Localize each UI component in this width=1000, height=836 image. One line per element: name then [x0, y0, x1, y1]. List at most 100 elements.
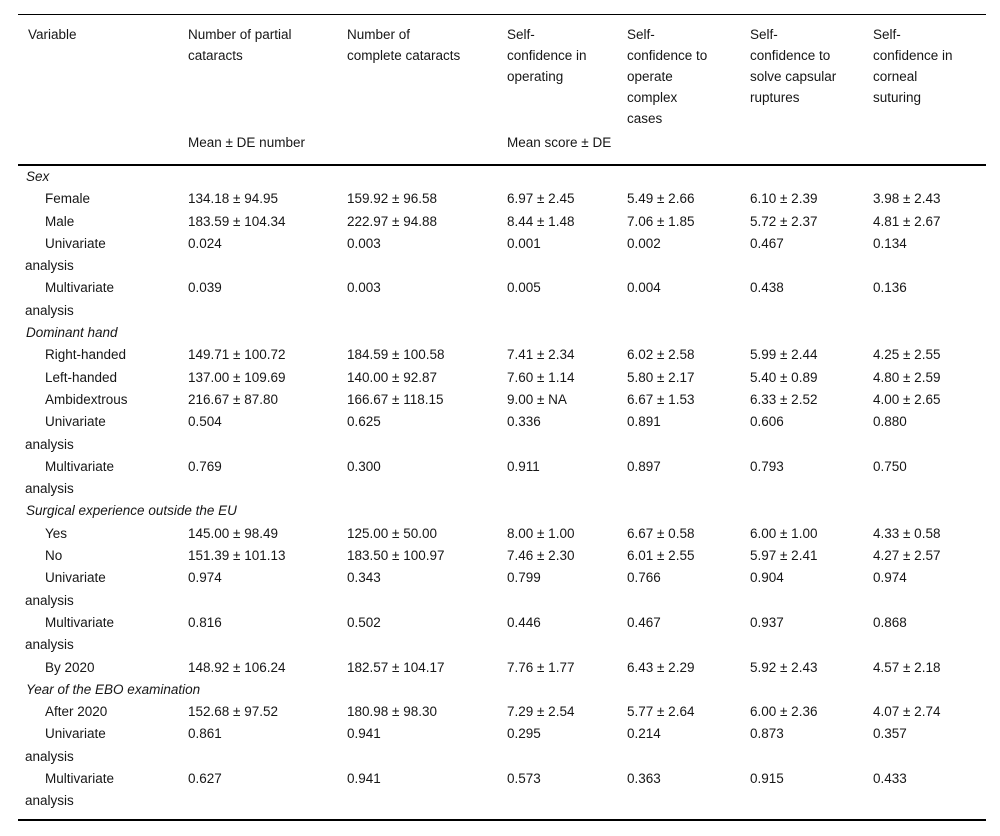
cell-value: 0.003	[347, 235, 381, 251]
cell-value: 0.606	[750, 414, 784, 430]
cell-value: 5.72 ± 2.37	[750, 213, 818, 229]
cell-value: 0.799	[507, 570, 541, 586]
row-label: No	[45, 548, 63, 564]
cell-value: 152.68 ± 97.52	[188, 704, 278, 720]
subheader-spacer	[18, 129, 188, 166]
cell-value: 0.357	[873, 726, 907, 742]
cell-value: 0.295	[507, 726, 541, 742]
cell-value: 0.136	[873, 280, 907, 296]
cell-value: 9.00 ± NA	[507, 391, 567, 407]
cell-value: 0.769	[188, 458, 222, 474]
cell-value: 7.41 ± 2.34	[507, 347, 575, 363]
cell-value: 4.57 ± 2.18	[873, 659, 941, 675]
cell-value: 0.974	[188, 570, 222, 586]
stats-table: Variable Number of partial cataracts Numbe…	[18, 14, 986, 821]
subheader-mean-number: Mean ± DE number	[188, 129, 507, 166]
column-header-5: Self- confidence to solve capsular ruptu…	[750, 27, 837, 105]
table-row: Univariate analysis 0.024 0.003 0.001 0.002 0…	[18, 233, 986, 278]
cell-value: 5.49 ± 2.66	[627, 191, 695, 207]
row-label: Multivariate analysis	[25, 614, 115, 653]
section-row: Sex	[18, 165, 986, 188]
cell-value: 0.039	[188, 280, 222, 296]
cell-value: 0.897	[627, 458, 661, 474]
cell-value: 6.00 ± 2.36	[750, 704, 818, 720]
row-label: By 2020	[45, 659, 95, 675]
cell-value: 4.00 ± 2.65	[873, 391, 941, 407]
cell-value: 0.625	[347, 414, 381, 430]
table-row: Left-handed 137.00 ± 109.69 140.00 ± 92.87…	[18, 367, 986, 389]
cell-value: 180.98 ± 98.30	[347, 704, 437, 720]
cell-value: 5.99 ± 2.44	[750, 347, 818, 363]
cell-value: 0.004	[627, 280, 661, 296]
column-header-4: Self- confidence to operate complex case…	[627, 27, 708, 126]
cell-value: 0.941	[347, 726, 381, 742]
cell-value: 184.59 ± 100.58	[347, 347, 445, 363]
cell-value: 0.880	[873, 414, 907, 430]
cell-value: 7.60 ± 1.14	[507, 369, 575, 385]
row-label: After 2020	[45, 704, 108, 720]
section-row: Year of the EBO examination	[18, 679, 986, 701]
table-row: Multivariate analysis 0.627 0.941 0.573 0.36…	[18, 768, 986, 820]
table-row: Ambidextrous 216.67 ± 87.80 166.67 ± 118.1…	[18, 389, 986, 411]
cell-value: 6.01 ± 2.55	[627, 548, 695, 564]
cell-value: 137.00 ± 109.69	[188, 369, 286, 385]
row-label: Male	[45, 213, 75, 229]
column-header-2: Number of complete cataracts	[347, 27, 461, 63]
row-label: Univariate analysis	[25, 726, 106, 764]
cell-value: 0.793	[750, 458, 784, 474]
cell-value: 0.433	[873, 771, 907, 787]
cell-value: 134.18 ± 94.95	[188, 191, 278, 207]
cell-value: 0.891	[627, 414, 661, 430]
table-row: Male 183.59 ± 104.34 222.97 ± 94.88 8.44 ± …	[18, 211, 986, 233]
cell-value: 0.915	[750, 771, 784, 787]
table-row: Right-handed 149.71 ± 100.72 184.59 ± 100.…	[18, 344, 986, 366]
cell-value: 0.446	[507, 614, 541, 630]
cell-value: 0.024	[188, 235, 222, 251]
table-row: No 151.39 ± 101.13 183.50 ± 100.97 7.46 ± 2…	[18, 545, 986, 567]
subheader-row: Mean ± DE number Mean score ± DE	[18, 129, 986, 166]
cell-value: 0.300	[347, 458, 381, 474]
cell-value: 0.504	[188, 414, 222, 430]
row-label: Multivariate analysis	[25, 771, 115, 809]
header-row: Variable Number of partial cataracts Numbe…	[18, 15, 986, 130]
cell-value: 0.002	[627, 235, 661, 251]
cell-value: 5.80 ± 2.17	[627, 369, 695, 385]
cell-value: 0.750	[873, 458, 907, 474]
section-title: Surgical experience outside the EU	[26, 503, 237, 519]
section-title: Dominant hand	[26, 325, 118, 341]
table-body: Sex Female 134.18 ± 94.95 159.92 ± 96.58 6.9…	[18, 165, 986, 820]
cell-value: 7.46 ± 2.30	[507, 548, 575, 564]
table-row: Univariate analysis 0.974 0.343 0.799 0.766 0…	[18, 567, 986, 612]
cell-value: 4.80 ± 2.59	[873, 369, 941, 385]
section-row: Surgical experience outside the EU	[18, 500, 986, 522]
cell-value: 0.937	[750, 614, 784, 630]
cell-value: 4.07 ± 2.74	[873, 704, 941, 720]
cell-value: 0.214	[627, 726, 661, 742]
cell-value: 4.33 ± 0.58	[873, 525, 941, 541]
cell-value: 0.134	[873, 235, 907, 251]
table-row: Univariate analysis 0.504 0.625 0.336 0.891 0…	[18, 411, 986, 456]
column-header-6: Self- confidence in corneal suturing	[873, 27, 953, 105]
cell-value: 145.00 ± 98.49	[188, 525, 278, 541]
row-label: Ambidextrous	[45, 391, 128, 407]
row-label: Univariate analysis	[25, 414, 106, 452]
cell-value: 6.33 ± 2.52	[750, 391, 818, 407]
cell-value: 6.67 ± 1.53	[627, 391, 695, 407]
cell-value: 0.467	[627, 614, 661, 630]
table-row: Yes 145.00 ± 98.49 125.00 ± 50.00 8.00 ± 1.…	[18, 523, 986, 545]
cell-value: 166.67 ± 118.15	[347, 391, 444, 407]
column-header-1: Number of partial cataracts	[188, 27, 292, 63]
cell-value: 149.71 ± 100.72	[188, 347, 286, 363]
cell-value: 0.336	[507, 414, 541, 430]
cell-value: 182.57 ± 104.17	[347, 659, 445, 675]
cell-value: 0.502	[347, 614, 381, 630]
section-title: Sex	[26, 169, 50, 184]
cell-value: 0.941	[347, 771, 381, 787]
cell-value: 151.39 ± 101.13	[188, 548, 286, 564]
table-header: Variable Number of partial cataracts Numbe…	[18, 15, 986, 166]
cell-value: 0.861	[188, 726, 222, 742]
cell-value: 5.97 ± 2.41	[750, 548, 818, 564]
cell-value: 0.363	[627, 771, 661, 787]
row-label: Left-handed	[45, 369, 118, 385]
